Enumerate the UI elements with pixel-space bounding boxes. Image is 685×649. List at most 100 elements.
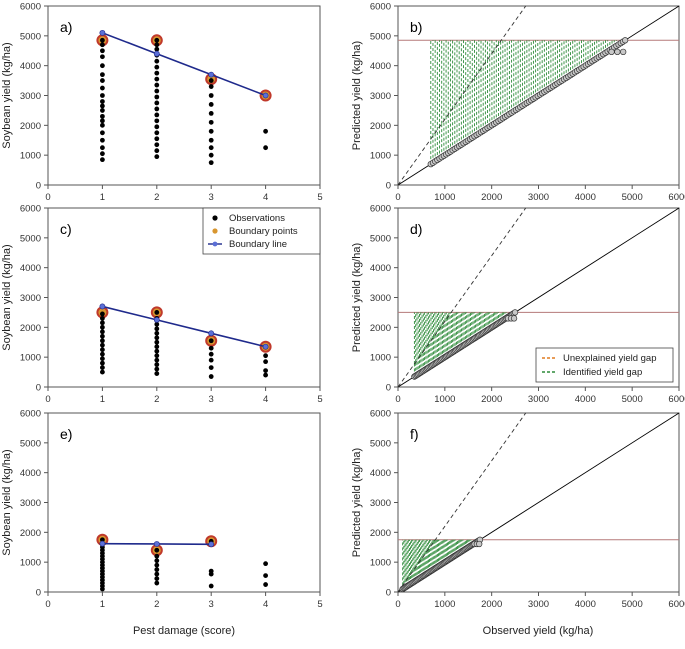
observation-point bbox=[154, 330, 160, 336]
y-tick-label: 6000 bbox=[370, 409, 391, 420]
boundary-line-marker bbox=[99, 29, 106, 36]
observation-point bbox=[208, 338, 214, 344]
x-tick-label: 6000 bbox=[668, 192, 685, 203]
boundary-line-marker bbox=[262, 343, 269, 350]
observation-point bbox=[208, 128, 214, 134]
observation-point bbox=[100, 122, 105, 128]
x-tick-label: 4 bbox=[263, 394, 268, 405]
observation-point bbox=[154, 567, 160, 573]
observation-point bbox=[208, 111, 214, 116]
observation-point bbox=[154, 348, 160, 354]
x-tick-label: 5000 bbox=[622, 599, 643, 610]
observation-point bbox=[208, 93, 214, 98]
observation-point bbox=[208, 345, 214, 351]
y-tick-label: 0 bbox=[386, 383, 391, 394]
observation-point bbox=[100, 315, 105, 321]
y-tick-label: 2000 bbox=[370, 323, 391, 334]
observation-point bbox=[100, 113, 105, 119]
y-tick-label: 1000 bbox=[370, 151, 391, 162]
x-tick-label: 3000 bbox=[528, 394, 549, 405]
x-tick-label: 4 bbox=[263, 192, 268, 203]
observation-point bbox=[100, 54, 105, 60]
x-tick-label: 2000 bbox=[481, 394, 502, 405]
observation-point bbox=[154, 353, 160, 359]
observation-point bbox=[263, 368, 268, 373]
observation-point bbox=[100, 145, 105, 151]
observed-point bbox=[511, 309, 519, 316]
observation-point bbox=[208, 365, 214, 371]
y-tick-label: 5000 bbox=[370, 31, 391, 42]
y-tick-label: 1000 bbox=[370, 353, 391, 364]
observation-point bbox=[154, 118, 160, 124]
y-tick-label: 4000 bbox=[20, 468, 41, 479]
observation-point bbox=[208, 568, 214, 574]
boundary-line-marker bbox=[153, 316, 160, 323]
observation-point bbox=[154, 136, 160, 142]
observed-point bbox=[608, 48, 615, 56]
x-tick-label: 0 bbox=[45, 192, 50, 203]
observation-point bbox=[154, 362, 160, 368]
observation-point bbox=[100, 157, 105, 163]
y-tick-label: 1000 bbox=[20, 151, 41, 162]
observed-point bbox=[614, 48, 621, 56]
observation-point bbox=[154, 562, 160, 568]
x-tick-label: 0 bbox=[395, 599, 400, 610]
observation-point bbox=[154, 100, 160, 106]
observation-point bbox=[154, 321, 160, 327]
x-tick-label: 1 bbox=[100, 192, 105, 203]
boundary-line-marker bbox=[208, 330, 215, 337]
observation-point bbox=[154, 553, 160, 559]
observation-point bbox=[100, 356, 105, 362]
panel-e: 0 1000 2000 3000 4000 5000 6000 0 1 2 3 4 5 Soybean y… bbox=[1, 409, 323, 611]
y-axis-label: Predicted yield (kg/ha) bbox=[351, 243, 363, 352]
panel-d: 0 1000 2000 3000 4000 5000 6000 0 1000 2000 3000 40… bbox=[351, 204, 685, 406]
panel-b: 0 1000 2000 3000 4000 5000 6000 0 1000 2000 3000 40… bbox=[351, 2, 685, 204]
observation-point bbox=[154, 124, 160, 130]
observation-point bbox=[208, 351, 214, 357]
boundary-line-marker bbox=[153, 50, 160, 57]
observation-point bbox=[100, 103, 105, 109]
y-tick-label: 0 bbox=[36, 181, 41, 192]
x-tick-label: 2 bbox=[154, 599, 159, 610]
observation-point bbox=[154, 88, 160, 94]
observation-point bbox=[154, 37, 160, 43]
observation-point bbox=[154, 310, 160, 315]
panel-label: a) bbox=[60, 19, 72, 35]
x-tick-label: 1000 bbox=[434, 192, 455, 203]
boundary-line-marker bbox=[99, 540, 106, 547]
observation-point bbox=[100, 338, 105, 344]
x-tick-label: 1000 bbox=[434, 394, 455, 405]
x-tick-label: 2000 bbox=[481, 192, 502, 203]
observation-point bbox=[208, 102, 214, 107]
y-tick-label: 5000 bbox=[20, 31, 41, 42]
legend-entry: Boundary points bbox=[229, 226, 298, 237]
observation-point bbox=[154, 130, 160, 136]
observation-point bbox=[100, 329, 105, 335]
observation-point bbox=[263, 359, 268, 365]
x-tick-label: 4000 bbox=[575, 192, 596, 203]
observation-point bbox=[100, 48, 105, 54]
x-tick-label: 1000 bbox=[434, 599, 455, 610]
right-x-axis-label: Observed yield (kg/ha) bbox=[483, 625, 594, 637]
panel-a: 0 1000 2000 3000 4000 5000 6000 0 1 2 3 4 5 Soybean y… bbox=[1, 2, 323, 204]
y-tick-label: 4000 bbox=[370, 263, 391, 274]
observation-point bbox=[154, 576, 160, 581]
observation-point bbox=[100, 108, 105, 113]
observation-point bbox=[154, 42, 160, 48]
legend-box bbox=[535, 347, 674, 383]
y-tick-label: 6000 bbox=[370, 2, 391, 13]
x-tick-label: 2 bbox=[154, 192, 159, 203]
observation-point bbox=[263, 353, 268, 359]
left-x-axis-label: Pest damage (score) bbox=[133, 625, 235, 637]
observation-point bbox=[154, 46, 160, 52]
y-tick-label: 2000 bbox=[20, 323, 41, 334]
y-tick-label: 3000 bbox=[20, 498, 41, 509]
y-tick-label: 5000 bbox=[20, 438, 41, 449]
x-tick-label: 5 bbox=[317, 192, 322, 203]
y-tick-label: 0 bbox=[36, 383, 41, 394]
legend-boundary-point-marker bbox=[212, 228, 218, 234]
observation-point bbox=[263, 128, 268, 134]
boundary-line bbox=[102, 305, 266, 348]
observation-point bbox=[154, 106, 160, 112]
